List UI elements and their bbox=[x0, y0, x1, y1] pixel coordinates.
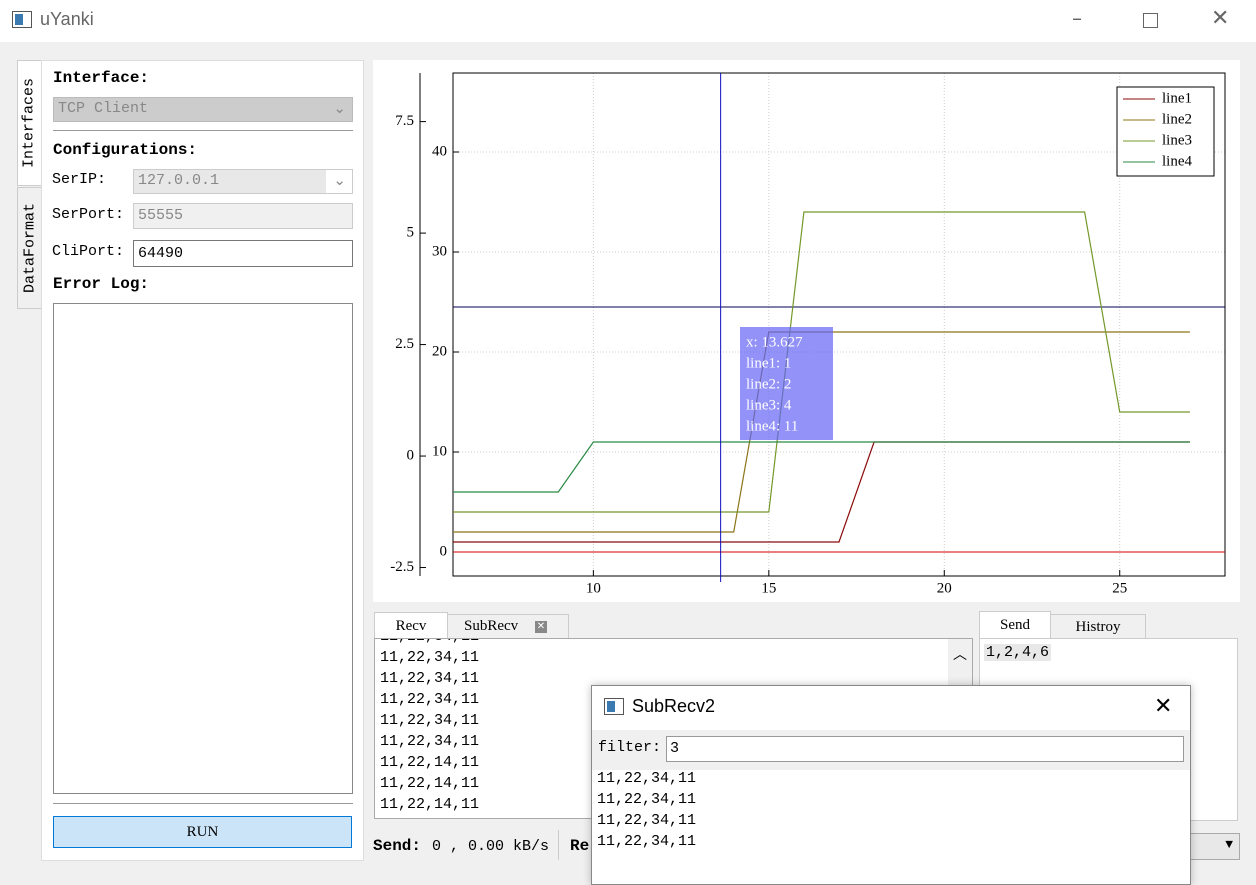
decoration: ⌄ bbox=[333, 101, 346, 118]
combobox-value: TCP Client bbox=[58, 100, 149, 117]
filter-input[interactable]: 3 bbox=[666, 736, 1184, 762]
dialog-line: 11,22,34,11 bbox=[597, 833, 697, 850]
x-tick-label: 10 bbox=[586, 580, 601, 596]
legend-label: line2 bbox=[1162, 111, 1192, 127]
recv-line: 11,22,34,11 bbox=[380, 649, 480, 666]
y-tick-label: 30 bbox=[432, 243, 447, 259]
tab[interactable] bbox=[17, 60, 42, 186]
y-tick-label: 0 bbox=[440, 543, 448, 559]
recv-line: 11,22,34,11 bbox=[380, 712, 480, 729]
decoration: ︿ bbox=[953, 648, 967, 664]
tab[interactable]: Histroy bbox=[1050, 614, 1146, 639]
combobox[interactable]: TCP Client ⌄ bbox=[53, 97, 353, 122]
tab-label[interactable]: DataFormat bbox=[21, 202, 39, 294]
recv-line: 11,22,34,11 bbox=[380, 733, 480, 750]
tooltip-text: line3: 4 bbox=[746, 397, 792, 413]
legend-label: line3 bbox=[1162, 132, 1192, 148]
tab[interactable]: Recv bbox=[374, 612, 448, 639]
series-line bbox=[453, 441, 1190, 493]
tab-close[interactable]: ✕ bbox=[535, 621, 547, 633]
tooltip-text: line4: 11 bbox=[746, 418, 798, 434]
series-line bbox=[453, 211, 1190, 513]
plot-frame bbox=[452, 72, 1226, 577]
combobox[interactable]: 127.0.0.1 ⌄ bbox=[133, 169, 353, 194]
status-value: 0 , 0.00 kB/s bbox=[432, 838, 550, 855]
y-tick-label: 10 bbox=[432, 443, 447, 459]
y2-tick-label: 7.5 bbox=[395, 113, 414, 129]
dialog: SubRecv2 ✕ filter: 3 11,22,34,11 11,22,34… bbox=[591, 685, 1191, 885]
dialog-list[interactable]: 11,22,34,11 11,22,34,11 11,22,34,11 11,22,3… bbox=[592, 770, 1190, 884]
chart: 10 15 20 25 0 10 20 30 40 -2.5 0 2.5 5 7.5 x: 13.627 li… bbox=[373, 60, 1240, 602]
label: Configurations: bbox=[53, 141, 198, 159]
label: Interface: bbox=[53, 69, 150, 87]
minimize[interactable]: – bbox=[1072, 6, 1082, 30]
decoration: ⌄ bbox=[333, 173, 346, 190]
tooltip-text: line1: 1 bbox=[746, 355, 791, 371]
input[interactable]: 55555 bbox=[133, 203, 353, 229]
status-label: Re bbox=[570, 837, 590, 855]
recv-line: 11,22,34,11 bbox=[380, 691, 480, 708]
tab[interactable]: Send bbox=[979, 611, 1051, 639]
recv-line: 11,22,14,11 bbox=[380, 796, 480, 813]
tooltip-text: line2: 2 bbox=[746, 376, 791, 392]
error-log[interactable] bbox=[53, 303, 353, 794]
y2-tick-label: 2.5 bbox=[395, 336, 414, 352]
decoration: ▼ bbox=[1225, 837, 1233, 852]
x-tick-label: 15 bbox=[761, 580, 776, 596]
y-tick-label: 20 bbox=[432, 343, 447, 359]
close[interactable]: ✕ bbox=[1211, 6, 1230, 31]
decoration bbox=[15, 14, 23, 25]
label: SerPort: bbox=[52, 206, 125, 223]
tab-label[interactable]: Interfaces bbox=[20, 77, 38, 169]
x-tick-label: 25 bbox=[1112, 580, 1127, 596]
separator bbox=[53, 130, 353, 131]
tooltip bbox=[740, 327, 833, 440]
dialog-close[interactable]: ✕ bbox=[1154, 694, 1173, 719]
dialog-title-bar bbox=[592, 686, 1190, 730]
dialog-line: 11,22,34,11 bbox=[597, 770, 697, 787]
run-button[interactable]: RUN bbox=[53, 816, 352, 848]
legend-label: line1 bbox=[1162, 90, 1192, 106]
recv-line: 11,22,14,11 bbox=[380, 775, 480, 792]
title-bar bbox=[0, 0, 1256, 42]
dialog-title: SubRecv2 bbox=[632, 696, 716, 716]
separator bbox=[558, 830, 559, 860]
recv-line: 11,22,34,11 bbox=[380, 639, 479, 645]
input[interactable]: 64490 bbox=[133, 240, 353, 267]
y2-tick-label: 0 bbox=[407, 447, 415, 463]
window-title: uYanki bbox=[40, 9, 94, 29]
combobox-value: 127.0.0.1 bbox=[138, 172, 220, 189]
label: Error Log: bbox=[53, 275, 150, 293]
y2-tick-label: -2.5 bbox=[390, 559, 414, 575]
tooltip-text: x: 13.627 bbox=[746, 334, 803, 350]
recv-line: 11,22,14,11 bbox=[380, 754, 480, 771]
send-text: 1,2,4,6 bbox=[984, 644, 1052, 661]
decoration bbox=[607, 701, 615, 712]
x-tick-label: 20 bbox=[937, 580, 952, 596]
separator bbox=[53, 803, 353, 804]
label: SerIP: bbox=[52, 171, 107, 188]
filter-label: filter: bbox=[598, 739, 662, 756]
dialog-line: 11,22,34,11 bbox=[597, 791, 697, 808]
legend bbox=[1116, 86, 1215, 177]
dialog-icon bbox=[604, 698, 624, 715]
combobox[interactable]: ▼ bbox=[1188, 833, 1240, 860]
tab[interactable] bbox=[17, 187, 42, 309]
tab[interactable]: SubRecv ✕ bbox=[447, 614, 569, 639]
decoration bbox=[134, 170, 326, 193]
legend-label: line4 bbox=[1162, 153, 1192, 169]
tab-label: SubRecv bbox=[464, 618, 519, 634]
status-label: Send: bbox=[373, 837, 422, 855]
app-icon bbox=[12, 11, 32, 28]
recv-line: 11,22,34,11 bbox=[380, 670, 480, 687]
label: CliPort: bbox=[52, 243, 125, 260]
dialog-line: 11,22,34,11 bbox=[597, 812, 697, 829]
y-tick-label: 40 bbox=[432, 143, 447, 159]
maximize[interactable] bbox=[1143, 13, 1158, 28]
y2-tick-label: 5 bbox=[407, 225, 415, 241]
